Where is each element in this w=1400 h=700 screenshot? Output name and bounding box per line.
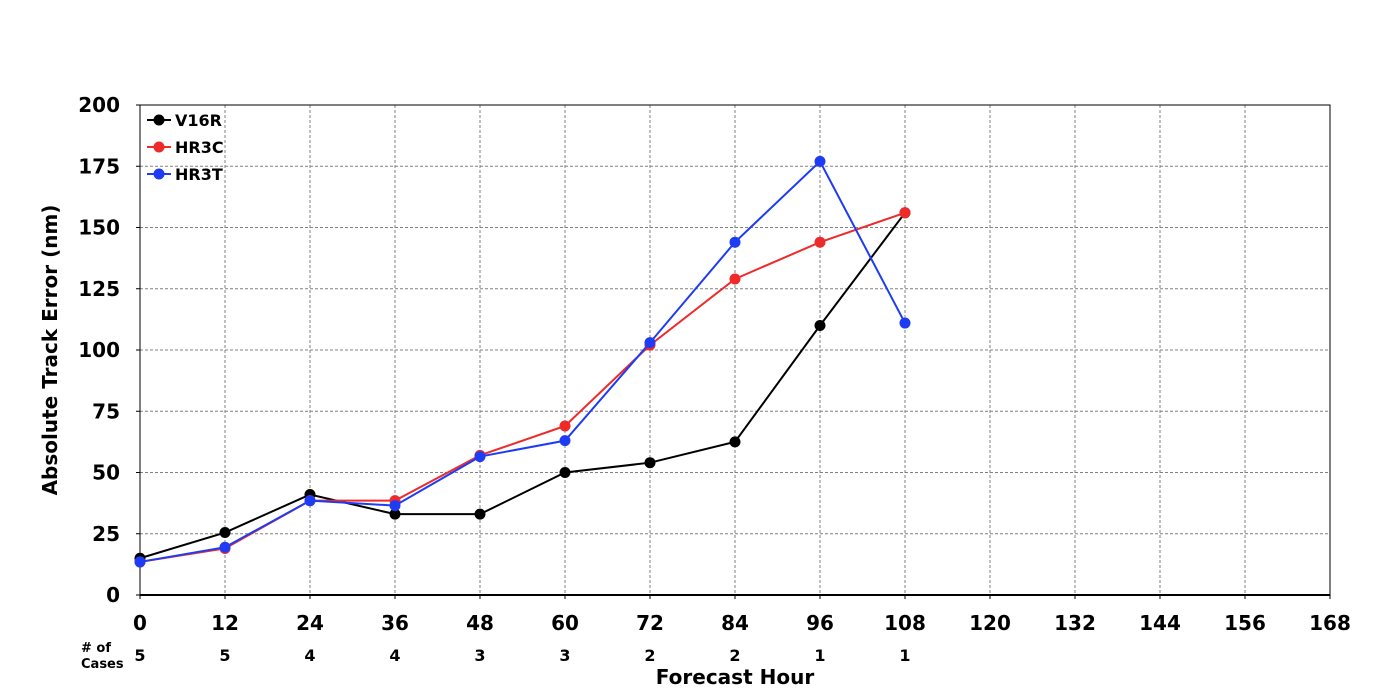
cases-value: 5 [219,646,230,665]
x-axis-ticks: 0 12 24 36 48 60 72 84 96 108 120 132 144 156 168 [133,595,1351,635]
legend-label: HR3C [175,138,224,157]
legend: V16R HR3C HR3T [147,111,224,184]
cases-value: 2 [729,646,740,665]
x-tick-label: 36 [381,611,409,635]
x-tick-label: 0 [133,611,147,635]
x-tick-label: 72 [636,611,664,635]
y-tick-label: 100 [78,338,120,362]
x-tick-label: 48 [466,611,494,635]
cases-value: 4 [304,646,315,665]
y-tick-label: 0 [106,583,120,607]
cases-row: # of Cases 5 5 4 4 3 3 2 2 1 1 [81,641,911,672]
legend-item-v16r: V16R [147,111,222,130]
cases-value: 3 [474,646,485,665]
y-tick-label: 125 [78,277,120,301]
x-tick-label: 132 [1054,611,1096,635]
data-point-hr3c [729,273,741,285]
cases-value: 5 [134,646,145,665]
grid-lines [140,105,1330,595]
data-point-v16r [559,467,571,478]
y-tick-label: 150 [78,216,120,240]
data-point-hr3c [899,207,911,219]
data-point-hr3t [729,236,741,248]
data-point-v16r [644,457,656,469]
data-point-hr3t [644,337,656,349]
data-point-hr3t [304,495,316,507]
data-point-hr3t [219,541,231,553]
x-tick-label: 60 [551,611,579,635]
cases-value: 1 [814,646,825,665]
y-axis-ticks: 0 25 50 75 100 125 150 175 200 [78,93,140,607]
x-tick-label: 120 [969,611,1011,635]
x-tick-label: 96 [806,611,834,635]
legend-item-hr3t: HR3T [147,165,223,184]
x-tick-label: 12 [211,611,239,635]
legend-swatch-marker [153,141,165,153]
series-line-v16r [139,212,906,560]
cases-value: 2 [644,646,655,665]
data-point-hr3t [814,155,826,167]
data-point-v16r [219,527,231,539]
cases-value: 1 [899,646,910,665]
x-tick-label: 168 [1309,611,1351,635]
y-tick-label: 25 [92,522,120,546]
cases-label-line2: Cases [81,657,124,672]
y-tick-label: 50 [92,461,120,485]
data-point-hr3t [474,451,486,463]
data-point-hr3t [389,500,401,512]
data-point-v16r [729,436,741,448]
x-tick-label: 84 [721,611,749,635]
cases-value: 4 [389,646,400,665]
legend-label: V16R [175,111,222,130]
series-hr3c [134,207,911,568]
data-point-v16r [814,320,826,331]
series-hr3t [134,155,911,568]
series-line-hr3t [139,159,906,563]
cases-value: 3 [559,646,570,665]
legend-label: HR3T [175,165,223,184]
legend-swatch-marker [153,168,165,180]
data-point-v16r [389,508,401,520]
y-tick-label: 200 [78,93,120,117]
series-line-hr3c [139,211,906,563]
data-point-hr3c [559,420,571,432]
x-tick-label: 144 [1139,611,1181,635]
y-tick-label: 175 [78,154,120,178]
legend-item-hr3c: HR3C [147,138,224,157]
x-axis-title: Forecast Hour [656,665,815,689]
x-tick-label: 156 [1224,611,1266,635]
series-v16r [134,207,911,564]
data-point-hr3t [899,317,911,329]
data-point-hr3t [559,435,571,447]
series-group [134,155,911,568]
data-point-hr3c [814,236,826,248]
data-point-hr3t [134,556,146,568]
legend-swatch-marker [153,114,165,126]
x-tick-label: 24 [296,611,324,635]
y-tick-label: 75 [92,399,120,423]
cases-label-line1: # of [81,641,111,656]
x-tick-label: 108 [884,611,926,635]
y-axis-title: Absolute Track Error (nm) [38,205,62,496]
data-point-v16r [474,508,486,520]
